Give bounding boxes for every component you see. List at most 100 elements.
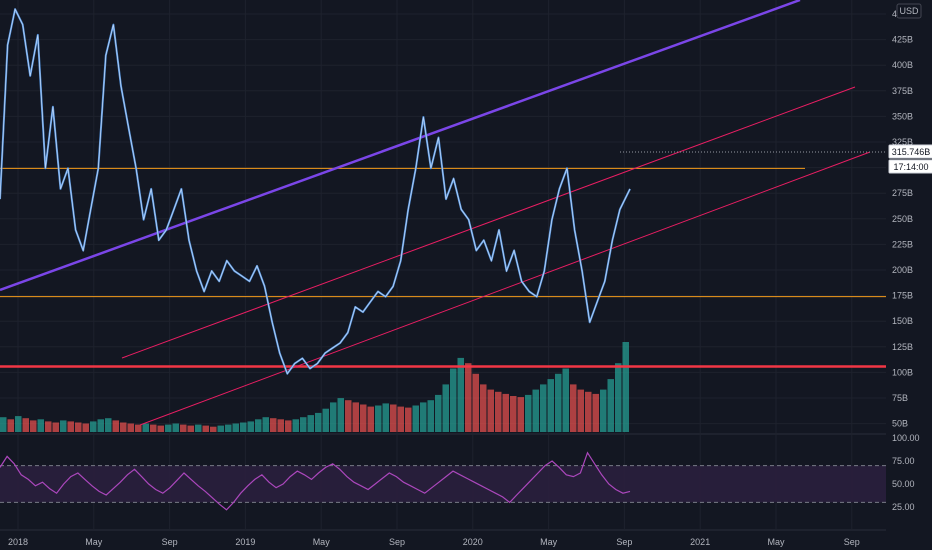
volume-bar [480,384,487,432]
volume-bar [7,419,14,432]
volume-bar [97,419,104,432]
purple-trendline[interactable] [0,0,801,292]
price-axis-bg [886,0,932,550]
volume-bar [592,393,599,432]
volume-bar [607,379,614,432]
volume-bar [472,373,479,432]
volume-bar [450,368,457,432]
volume-bar [75,422,82,432]
volume-bar [510,396,517,432]
volume-bar [622,342,629,432]
volume-bar [382,403,389,432]
countdown-value: 17:14:00 [893,162,928,172]
volume-bar [225,424,232,432]
volume-bar [22,418,29,432]
volume-bar [555,373,562,432]
time-tick-label: Sep [162,537,178,547]
volume-bar [442,384,449,432]
volume-bar [240,422,247,432]
volume-bar [285,420,292,432]
volume-bar [360,404,367,432]
volume-bar [127,423,134,432]
volume-bar [255,419,262,432]
volume-bar [232,423,239,432]
volume-bar [172,423,179,432]
volume-bar [0,417,7,432]
rsi-tick-label: 25.00 [892,502,915,512]
volume-bar [315,412,322,432]
time-tick-label: 2021 [690,537,710,547]
time-tick-label: May [85,537,103,547]
volume-bar [60,420,67,432]
volume-bar [427,400,434,432]
price-tick-label: 75B [892,393,908,403]
price-tick-label: 425B [892,35,913,45]
countdown-tag-box [888,159,932,174]
time-tick-label: May [540,537,558,547]
volume-bar [615,363,622,432]
volume-bar [547,379,554,432]
volume-bar [52,422,59,432]
volume-bar [465,363,472,432]
time-tick-label: Sep [389,537,405,547]
volume-bar [375,405,382,432]
volume-bar [495,391,502,432]
price-tick-label: 275B [892,188,913,198]
price-tick-label: 50B [892,419,908,429]
last-price-value: 315.746B [892,147,931,157]
volume-bar [562,368,569,432]
time-axis[interactable]: 2018 May Sep 2019 May Sep 2020 May Sep 2021 May Sep [8,537,860,547]
volume-bar [90,421,97,432]
price-tick-label: 175B [892,291,913,301]
volume-bar [307,415,314,432]
price-tick-label: 375B [892,86,913,96]
volume-bar [397,406,404,432]
volume-bar [300,417,307,432]
volume-bar [37,419,44,432]
volume-bar [82,423,89,432]
volume-bar [262,417,269,432]
price-tick-label: 125B [892,342,913,352]
volume-bar [435,394,442,432]
volume-bar [367,406,374,432]
volume-bar [292,419,299,432]
volume-bar [585,391,592,432]
volume-bar [532,389,539,432]
time-tick-label: 2019 [235,537,255,547]
price-line-highlight [0,7,631,375]
currency-badge-box[interactable] [896,3,922,19]
time-tick-label: 2018 [8,537,28,547]
time-tick-label: May [313,537,331,547]
drawing-tools[interactable] [0,0,886,426]
volume-bar [577,389,584,432]
countdown-tag: 17:14:00 [888,159,932,174]
volume-bar [322,408,329,432]
price-series [0,7,631,375]
price-tick-label: 350B [892,111,913,121]
price-axis[interactable]: 45425B400B375B350B325B300B275B250B225B20… [886,0,932,550]
volume-bar [277,419,284,432]
volume-bar [330,402,337,432]
rsi-pane[interactable] [0,451,886,511]
volume-bar [412,405,419,432]
volume-bar [420,402,427,432]
time-tick-label: 2020 [463,537,483,547]
volume-bar [157,425,164,432]
volume-bar [457,357,464,432]
rsi-line [0,451,631,511]
rsi-axis[interactable]: 100.00 75.00 50.00 25.00 [892,433,920,512]
channel-upper[interactable] [121,86,856,359]
volume-bar [135,424,142,432]
time-tick-label: May [767,537,785,547]
time-tick-label: Sep [844,537,860,547]
rsi-band [0,465,886,503]
volume-bar [165,424,172,432]
volume-bar [202,425,209,432]
volume-bar [517,397,524,432]
currency-badge[interactable]: USD [896,3,922,19]
channel-lower[interactable] [139,151,871,426]
volume-bar [540,384,547,432]
volume-bar [187,425,194,432]
